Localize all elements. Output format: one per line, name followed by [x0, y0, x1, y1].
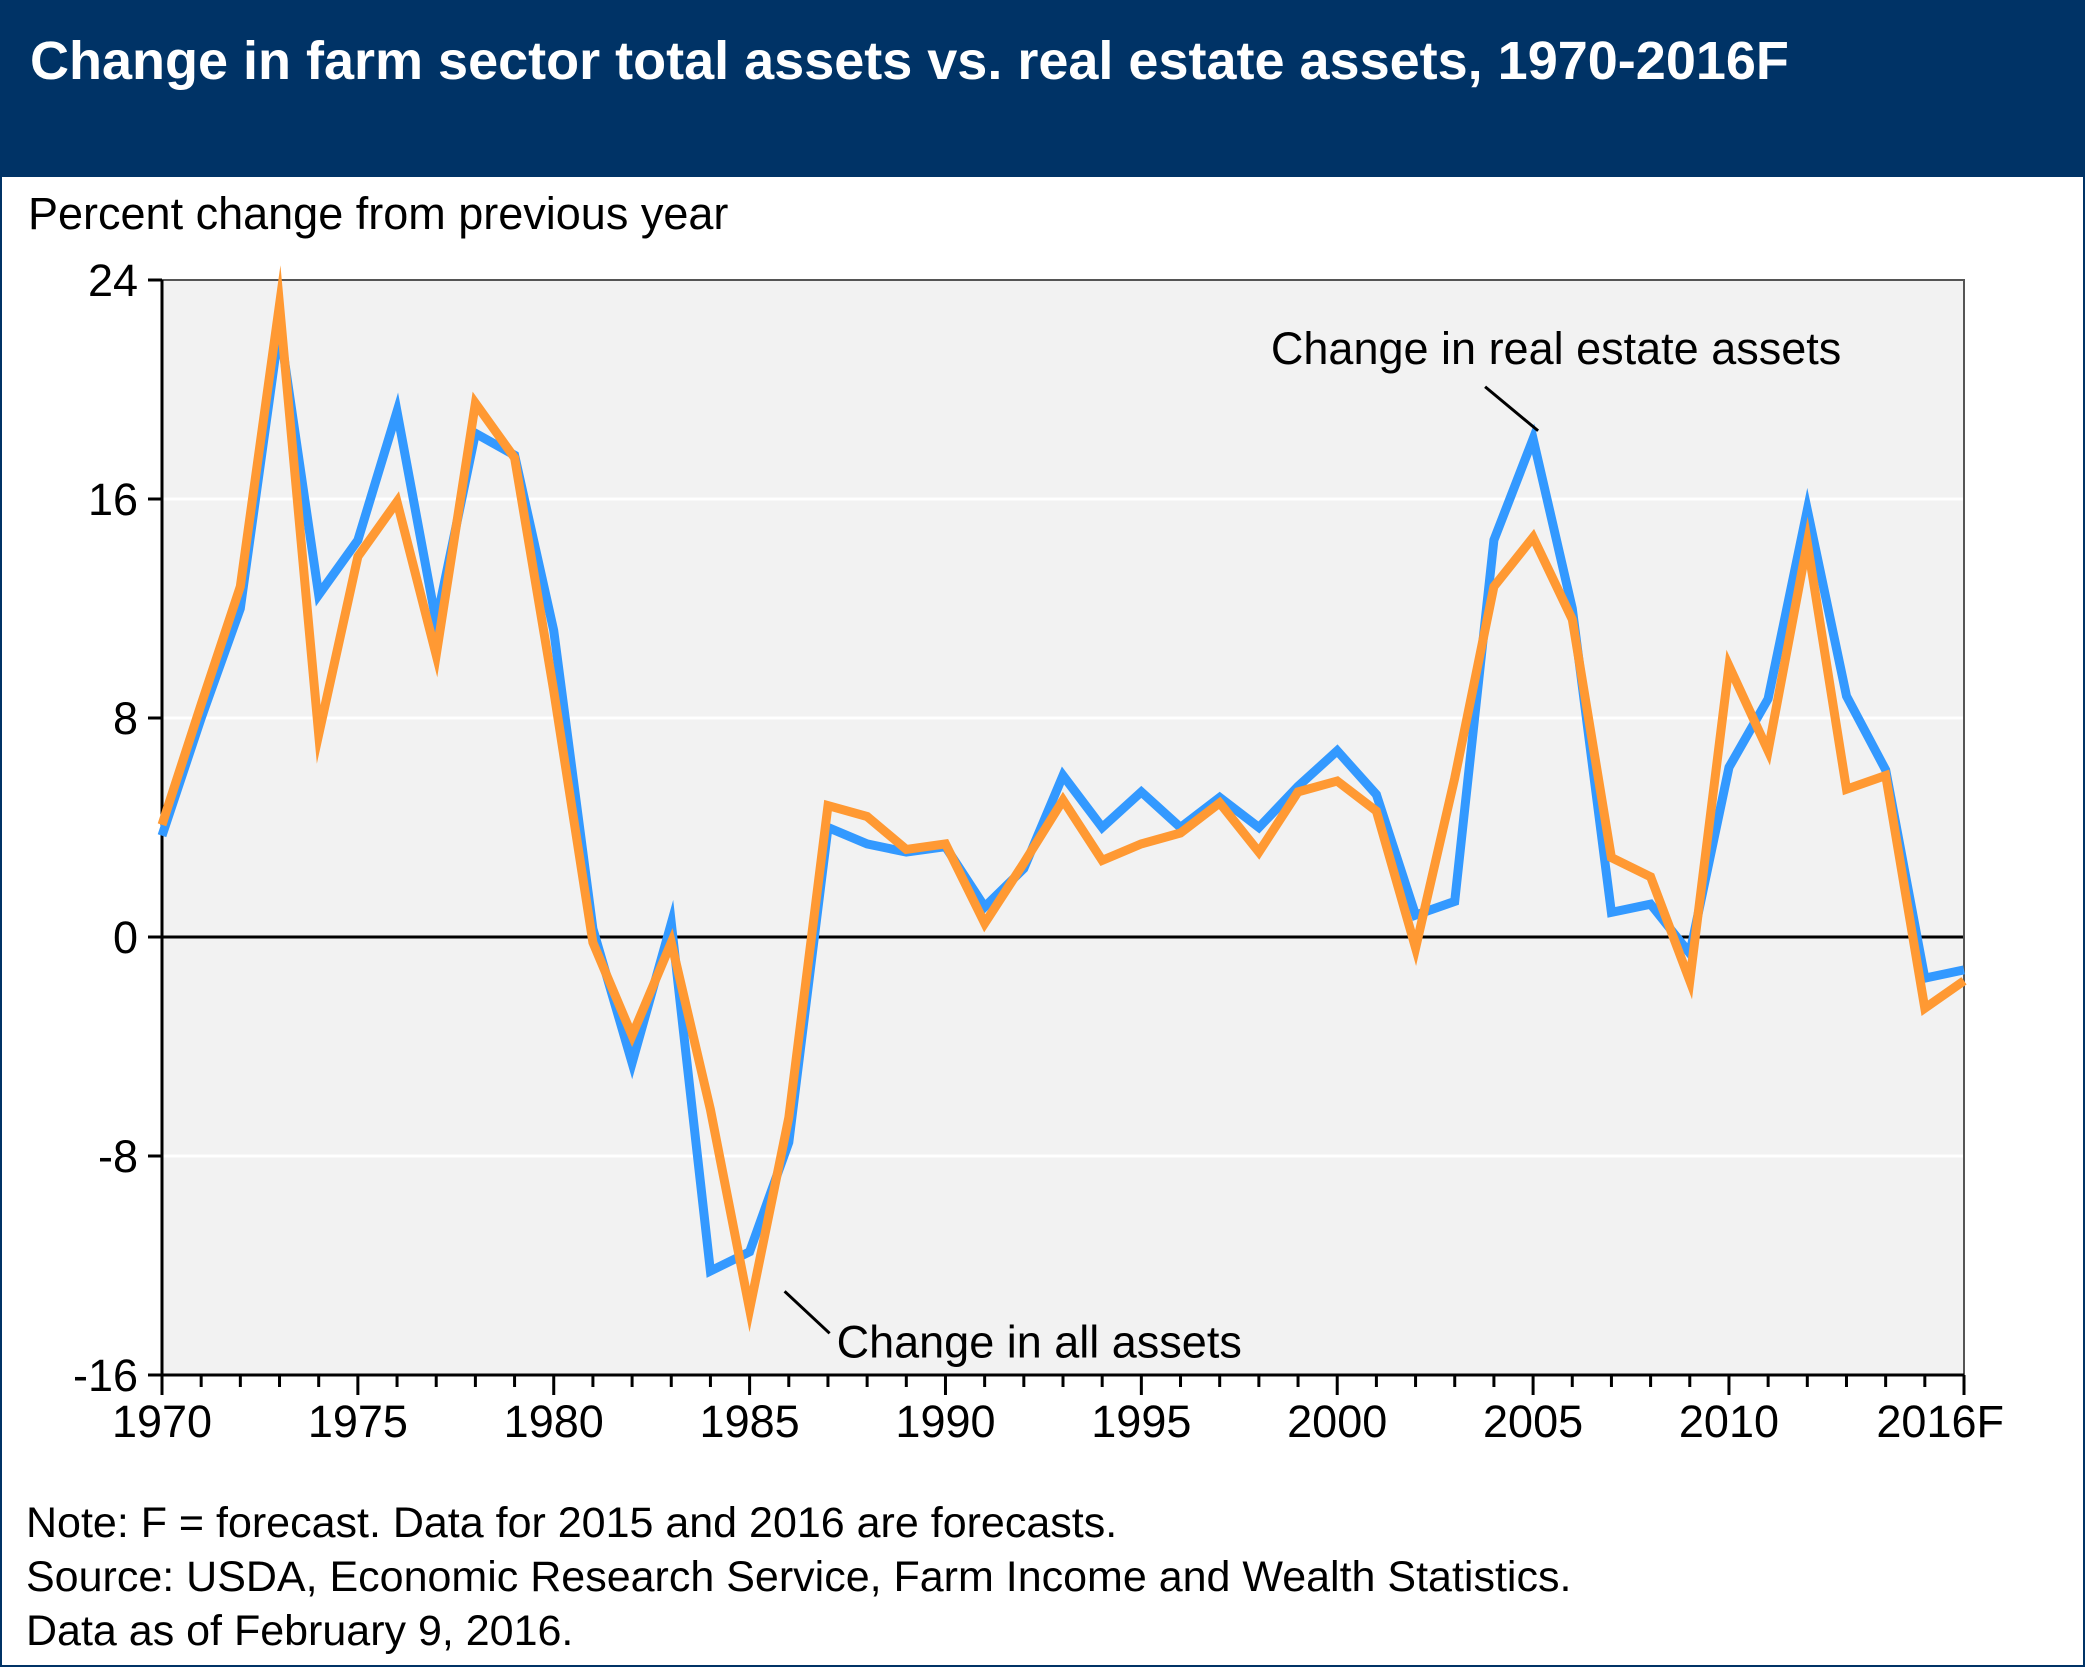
- x-tick-label: 2005: [1483, 1396, 1583, 1447]
- x-tick-label: 2016F: [1876, 1396, 2004, 1447]
- plot-area: [162, 280, 1964, 1375]
- y-tick-label: 8: [113, 693, 138, 744]
- x-tick-label: 1980: [504, 1396, 604, 1447]
- x-tick-label: 2000: [1287, 1396, 1387, 1447]
- real-estate-label: Change in real estate assets: [1271, 323, 1841, 374]
- x-tick-label: 1995: [1091, 1396, 1191, 1447]
- y-tick-label: -16: [73, 1350, 138, 1401]
- y-tick-label: 24: [88, 255, 138, 306]
- y-tick-label: 0: [113, 912, 138, 963]
- line-chart: 24 16 8 0 -8 -16 1970 1975 1980 1985 1990 1995 2000…: [73, 255, 2004, 1447]
- real-estate-leader-line: [1484, 385, 1540, 432]
- x-tick-label: 2010: [1679, 1396, 1779, 1447]
- notes: Note: F = forecast. Data for 2015 and 20…: [26, 1496, 1571, 1658]
- x-tick-labels: 1970 1975 1980 1985 1990 1995 2000 2005 2010 2016…: [112, 1396, 2004, 1447]
- note-line: Note: F = forecast. Data for 2015 and 20…: [26, 1499, 1118, 1547]
- x-tick-label: 1970: [112, 1396, 212, 1447]
- y-axis-label: Percent change from previous year: [28, 188, 729, 239]
- date-line: Data as of February 9, 2016.: [26, 1607, 574, 1655]
- all-assets-leader-line: [783, 1290, 831, 1335]
- x-tick-label: 1985: [700, 1396, 800, 1447]
- y-tick-labels: 24 16 8 0 -8 -16: [73, 255, 138, 1401]
- y-tick-label: -8: [98, 1131, 138, 1182]
- chart-title: Change in farm sector total assets vs. r…: [30, 31, 1789, 91]
- all-assets-label: Change in all assets: [837, 1316, 1242, 1367]
- series-lines: [157, 265, 1967, 1333]
- x-tick-label: 1990: [895, 1396, 995, 1447]
- all-assets-line: [157, 265, 1967, 1333]
- source-line: Source: USDA, Economic Research Service,…: [26, 1553, 1572, 1601]
- title-bar: Change in farm sector total assets vs. r…: [2, 2, 2083, 177]
- annotations: Change in real estate assets Change in al…: [783, 323, 1841, 1367]
- x-tick-label: 1975: [308, 1396, 408, 1447]
- y-tick-label: 16: [88, 474, 138, 525]
